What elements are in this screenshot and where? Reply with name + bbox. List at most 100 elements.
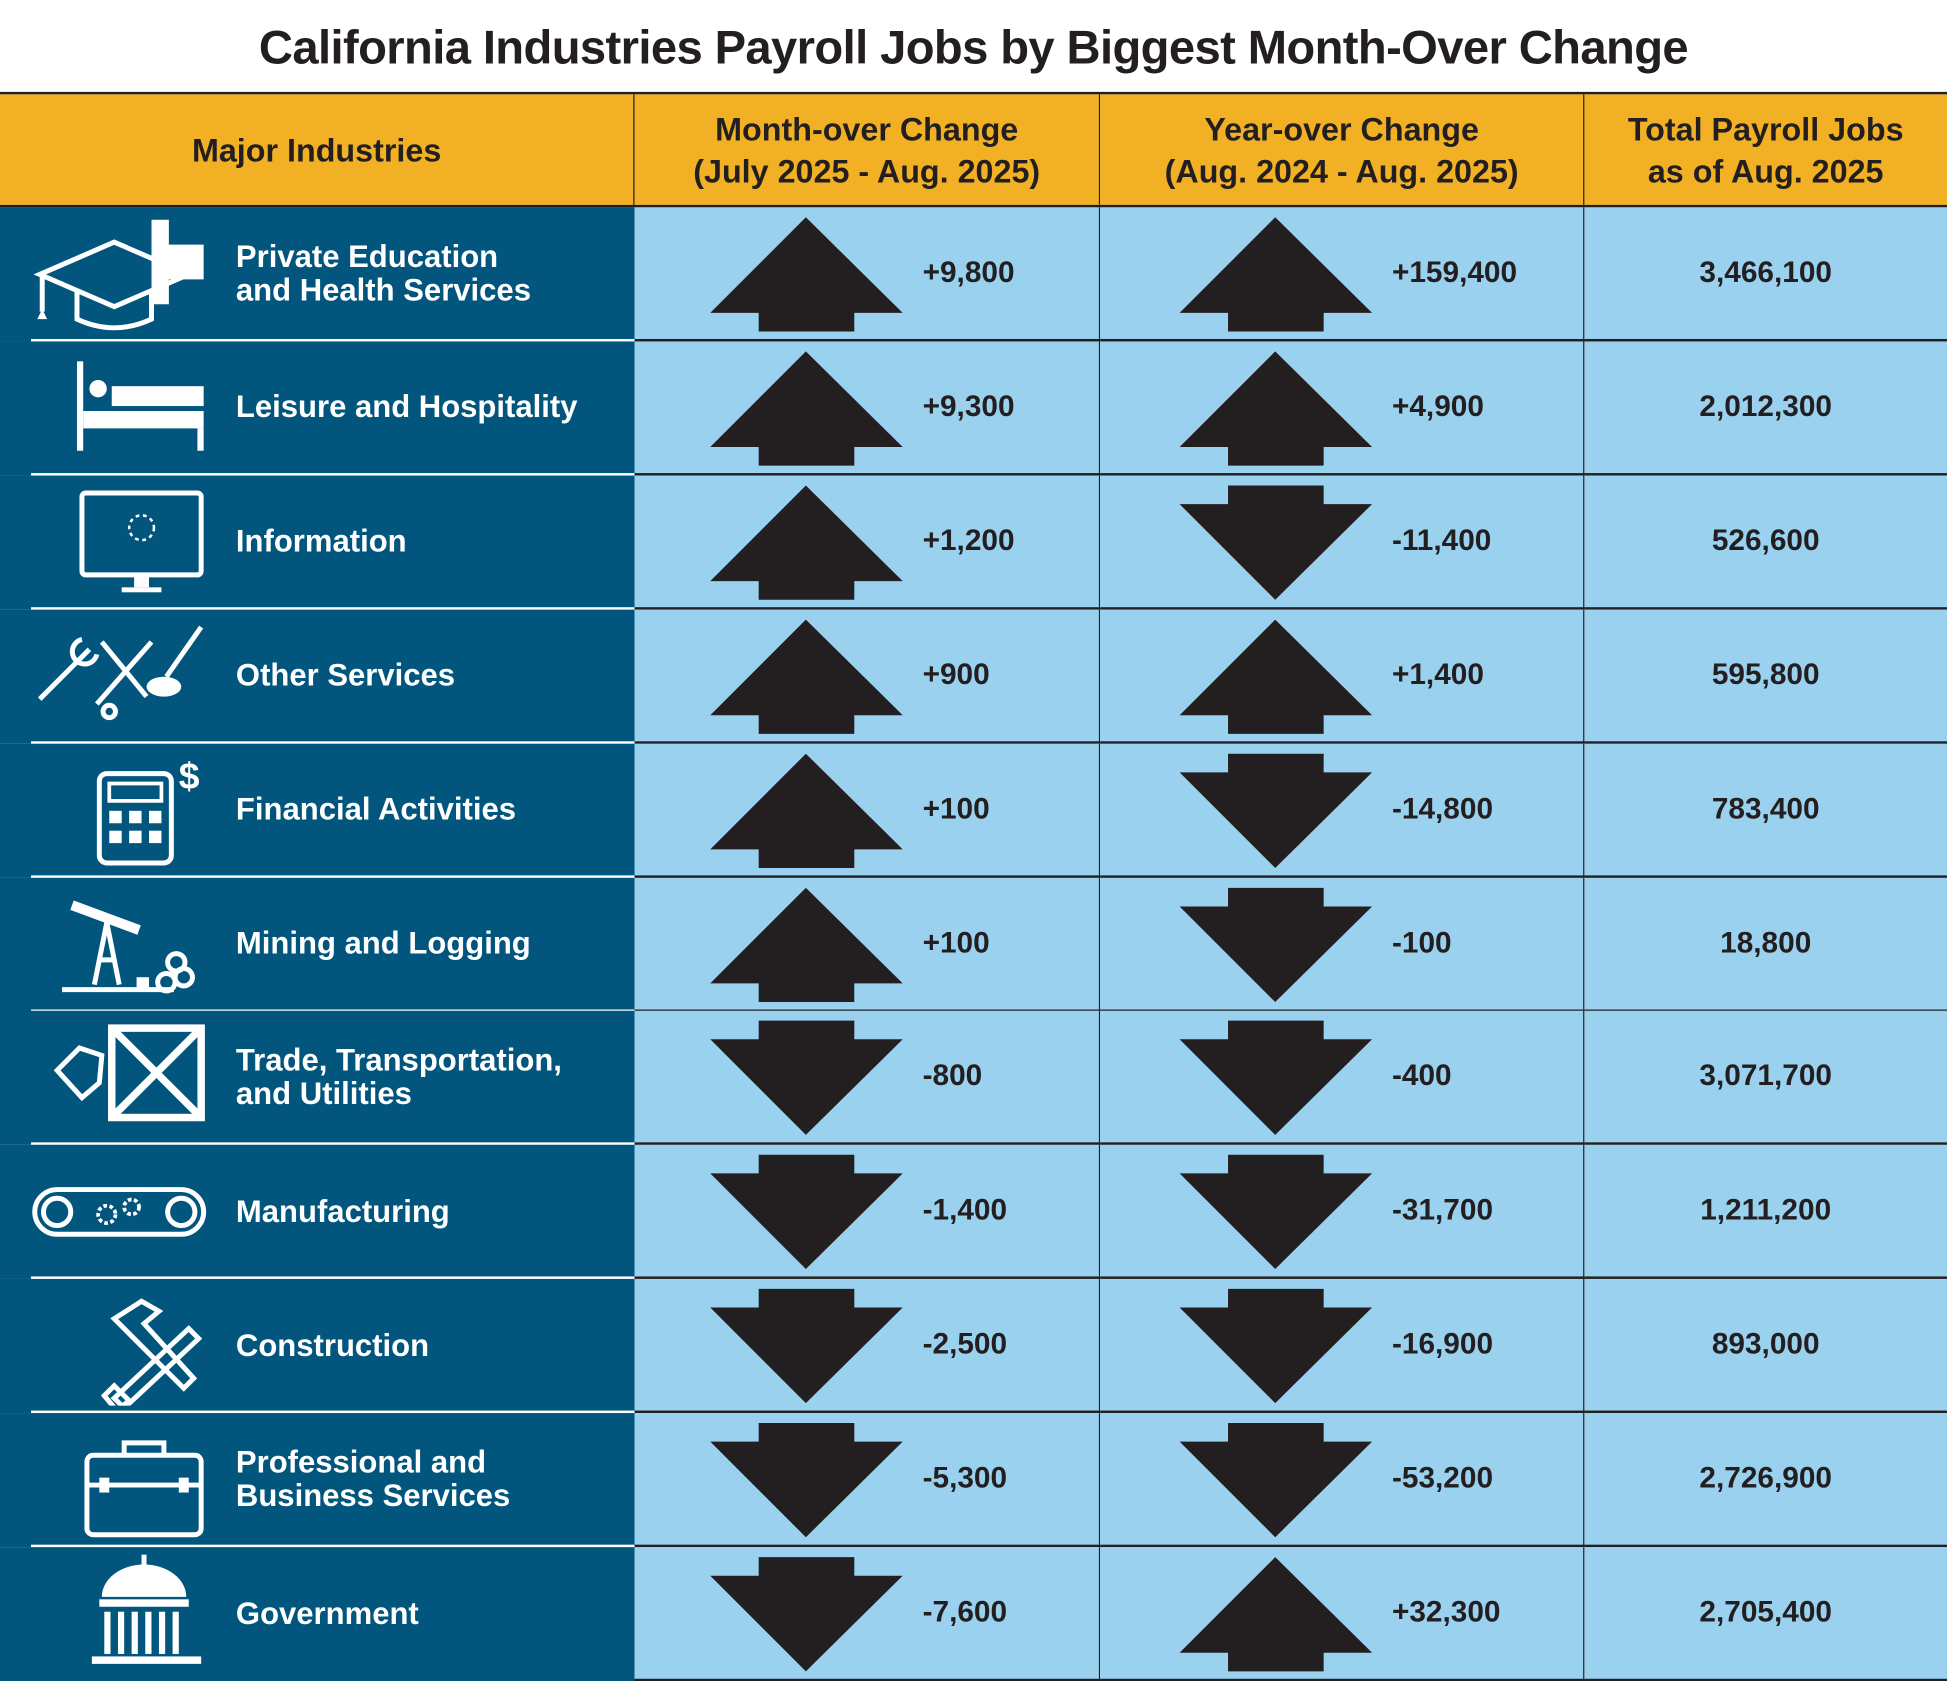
row-divider [31,1008,635,1012]
briefcase-icon [84,1440,204,1538]
arrow-down-icon [1179,1021,1373,1136]
month-over-change-cell: -800 [634,1011,1101,1146]
industry-cell: Professional and Business Services [0,1413,635,1548]
year-over-change-cell: -31,700 [1100,1145,1585,1280]
total-payroll-jobs-cell: 595,800 [1584,609,1947,744]
year-over-change-cell: -14,800 [1100,743,1585,878]
total-payroll-jobs-value: 2,012,300 [1699,389,1832,424]
industry-cell: Construction [0,1279,635,1414]
industry-name: Leisure and Hospitality [235,390,578,426]
header-major-industries: Major Industries [0,94,635,205]
row-divider [31,1544,635,1548]
arrow-up-icon [710,485,903,600]
header-year-over-change: Year-over Change (Aug. 2024 - Aug. 2025) [1100,94,1585,205]
month-over-change-value: +100 [922,925,990,960]
total-payroll-jobs-cell: 2,726,900 [1584,1413,1947,1548]
arrow-up-icon [710,887,903,1002]
year-over-change-cell: +32,300 [1100,1547,1585,1681]
total-payroll-jobs-value: 18,800 [1720,925,1812,960]
year-over-change-value: +1,400 [1391,657,1484,692]
month-over-change-cell: -5,300 [634,1413,1101,1548]
month-over-change-value: +9,800 [922,255,1015,290]
industry-cell: Information [0,475,635,610]
arrow-up-icon [1179,619,1373,734]
industry-cell: Government [0,1547,635,1681]
table-row: Government -7,600 +32,300 2,705,400 [0,1547,1947,1681]
year-over-change-value: -100 [1391,925,1452,960]
industry-name: Government [235,1596,419,1631]
industry-name: Financial Activities [235,792,516,828]
table-row: Information +1,200 -11,400 526,600 [0,475,1947,610]
table-row: Private Education and Health Services +9… [0,207,1947,342]
row-divider [31,1142,635,1146]
industry-cell: Private Education and Health Services [0,207,635,342]
year-over-change-value: -14,800 [1391,791,1494,826]
year-over-change-value: -400 [1391,1059,1452,1094]
industry-name: Private Education and Health Services [235,239,531,308]
industry-name: Construction [235,1328,430,1363]
total-payroll-jobs-cell: 1,211,200 [1584,1145,1947,1280]
capitol-building-icon [91,1554,202,1664]
total-payroll-jobs-cell: 783,400 [1584,743,1947,878]
month-over-change-cell: +9,800 [634,207,1101,342]
month-over-change-value: -2,500 [922,1327,1008,1362]
table-row: Construction -2,500 -16,900 893,000 [0,1279,1947,1414]
arrow-down-icon [710,1155,903,1270]
crate-tag-icon [53,1024,205,1122]
table-row: $ Financial Activities +100 -14,800 783,… [0,743,1947,878]
arrow-up-icon [710,217,903,332]
arrow-down-icon [1179,1155,1373,1270]
industry-cell: Other Services [0,609,635,744]
total-payroll-jobs-cell: 3,466,100 [1584,207,1947,342]
table-row: Professional and Business Services -5,30… [0,1413,1947,1548]
month-over-change-cell: -1,400 [634,1145,1101,1280]
industry-cell: Leisure and Hospitality [0,341,635,476]
industry-cell: Trade, Transportation, and Utilities [0,1011,635,1146]
arrow-up-icon [710,351,903,466]
row-divider [31,874,635,878]
year-over-change-cell: +4,900 [1100,341,1585,476]
table-row: Leisure and Hospitality +9,300 +4,900 2,… [0,341,1947,476]
total-payroll-jobs-value: 2,726,900 [1699,1461,1832,1496]
arrow-down-icon [1179,1289,1373,1404]
year-over-change-value: +32,300 [1391,1595,1501,1630]
row-divider [31,472,635,476]
total-payroll-jobs-value: 595,800 [1711,657,1820,692]
total-payroll-jobs-value: 1,211,200 [1700,1193,1832,1228]
industry-cell: Mining and Logging [0,877,635,1012]
year-over-change-value: -16,900 [1391,1327,1494,1362]
industry-name: Professional and Business Services [235,1445,511,1514]
header-divider [0,204,1947,208]
year-over-change-cell: -16,900 [1100,1279,1585,1414]
row-divider [31,1410,635,1414]
arrow-down-icon [710,1021,903,1136]
year-over-change-value: -31,700 [1391,1193,1494,1228]
total-payroll-jobs-value: 2,705,400 [1699,1595,1832,1630]
total-payroll-jobs-value: 3,071,700 [1699,1059,1832,1094]
industry-cell: $ Financial Activities [0,743,635,878]
arrow-down-icon [1179,485,1373,600]
month-over-change-cell: +100 [634,877,1101,1012]
year-over-change-cell: +1,400 [1100,609,1585,744]
arrow-down-icon [1179,887,1373,1002]
table-row: Trade, Transportation, and Utilities -80… [0,1011,1947,1146]
hammer-saw-icon [100,1298,203,1406]
computer-monitor-icon [79,490,204,593]
page-title: California Industries Payroll Jobs by Bi… [258,22,1689,75]
arrow-up-icon [710,619,903,734]
total-payroll-jobs-value: 893,000 [1711,1327,1820,1362]
month-over-change-cell: +900 [634,609,1101,744]
month-over-change-cell: +100 [634,743,1101,878]
month-over-change-value: +1,200 [922,523,1015,558]
total-payroll-jobs-cell: 18,800 [1584,877,1947,1012]
table-row: Other Services +900 +1,400 595,800 [0,609,1947,744]
arrow-down-icon [710,1289,903,1404]
svg-text:$: $ [179,754,200,796]
month-over-change-value: +9,300 [922,389,1015,424]
total-payroll-jobs-cell: 526,600 [1584,475,1947,610]
jobs-table: Major Industries Month-over Change (July… [0,91,1947,1681]
year-over-change-value: -11,400 [1391,523,1492,558]
industry-name: Information [235,524,407,560]
row-divider [31,606,635,610]
